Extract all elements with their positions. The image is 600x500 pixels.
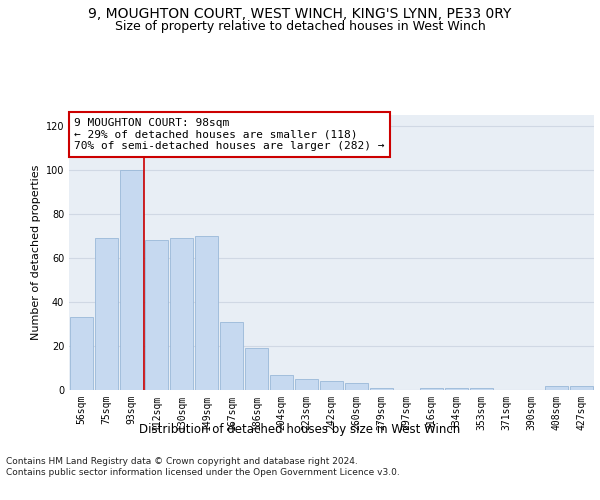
Text: 9 MOUGHTON COURT: 98sqm
← 29% of detached houses are smaller (118)
70% of semi-d: 9 MOUGHTON COURT: 98sqm ← 29% of detache… (74, 118, 385, 151)
Bar (370, 388, 393, 390)
Bar (445, 388, 468, 390)
Bar (470, 388, 493, 390)
Bar (245, 348, 268, 390)
Bar (570, 386, 593, 390)
Text: Contains HM Land Registry data © Crown copyright and database right 2024.
Contai: Contains HM Land Registry data © Crown c… (6, 458, 400, 477)
Bar (70, 318, 93, 390)
Text: Size of property relative to detached houses in West Winch: Size of property relative to detached ho… (115, 20, 485, 33)
Text: 9, MOUGHTON COURT, WEST WINCH, KING'S LYNN, PE33 0RY: 9, MOUGHTON COURT, WEST WINCH, KING'S LY… (88, 8, 512, 22)
Bar (145, 240, 168, 390)
Bar (270, 374, 293, 390)
Y-axis label: Number of detached properties: Number of detached properties (31, 165, 41, 340)
Text: Distribution of detached houses by size in West Winch: Distribution of detached houses by size … (139, 422, 461, 436)
Bar (120, 170, 143, 390)
Bar (170, 238, 193, 390)
Bar (220, 322, 243, 390)
Bar (195, 236, 218, 390)
Bar (295, 379, 318, 390)
Bar (545, 386, 568, 390)
Bar (95, 238, 118, 390)
Bar (345, 384, 368, 390)
Bar (420, 388, 443, 390)
Bar (320, 381, 343, 390)
